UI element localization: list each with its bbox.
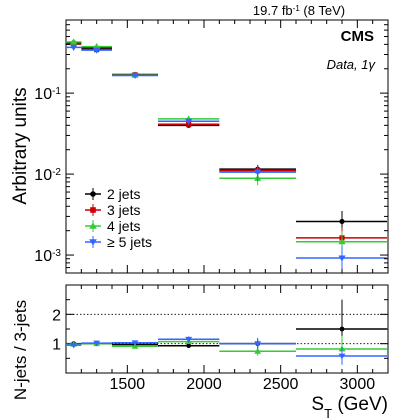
y-tick-base: 10 bbox=[34, 248, 52, 265]
y-tick-label: 10-3 bbox=[34, 248, 61, 266]
y-tick-exp: -2 bbox=[52, 167, 61, 178]
marker-triangle-down bbox=[185, 336, 193, 343]
marker-circle bbox=[186, 343, 192, 349]
marker-triangle-down bbox=[70, 44, 78, 51]
marker-triangle-down bbox=[254, 341, 262, 348]
ratio-y-tick-label: 1 bbox=[52, 337, 61, 354]
marker-triangle-down bbox=[131, 340, 139, 347]
x-tick-label: 2000 bbox=[186, 376, 222, 393]
y-tick-base: 10 bbox=[34, 86, 52, 103]
marker-triangle-down bbox=[93, 47, 101, 54]
x-axis-label-main: S bbox=[311, 394, 324, 415]
marker-triangle-up bbox=[338, 238, 346, 245]
marker-triangle-up bbox=[70, 38, 78, 45]
marker-triangle-down bbox=[185, 118, 193, 125]
legend-label: ≥ 5 jets bbox=[107, 234, 152, 250]
marker-triangle-up bbox=[254, 347, 262, 354]
marker-triangle-down bbox=[338, 353, 346, 360]
marker-triangle-down bbox=[93, 340, 101, 347]
lumi-main: 19.7 fb bbox=[253, 3, 293, 18]
legend-label: 4 jets bbox=[107, 218, 140, 234]
experiment-label: CMS bbox=[341, 28, 374, 45]
x-tick-label: 1500 bbox=[110, 376, 146, 393]
ratio-panel: 1500 2000 2500 3000 1 2 bbox=[52, 284, 389, 393]
luminosity-label: 19.7 fb-1 (8 TeV) bbox=[253, 3, 345, 18]
legend-label: 2 jets bbox=[107, 186, 140, 202]
y-tick-exp: -3 bbox=[52, 248, 61, 259]
ratio-y-axis-label: N-jets / 3-jets bbox=[11, 300, 30, 400]
marker-triangle-down bbox=[338, 255, 346, 262]
marker-triangle-down bbox=[254, 169, 262, 176]
y-tick-base: 10 bbox=[34, 167, 52, 184]
selection-pre: Data, 1 bbox=[327, 57, 369, 72]
x-tick-label: 3000 bbox=[340, 376, 376, 393]
legend-label: 3 jets bbox=[107, 202, 140, 218]
x-axis-label-unit: (GeV) bbox=[332, 394, 388, 415]
top-y-axis-label: Arbitrary units bbox=[10, 87, 31, 204]
marker-triangle-up bbox=[89, 222, 97, 229]
x-tick-label: 2500 bbox=[263, 376, 299, 393]
selection-gamma: γ bbox=[369, 57, 377, 72]
lumi-tail: (8 TeV) bbox=[300, 3, 345, 18]
top-plot-frame bbox=[65, 19, 389, 274]
x-axis-label: ST (GeV) bbox=[311, 394, 388, 419]
marker-triangle-down bbox=[131, 72, 139, 80]
marker-circle bbox=[90, 191, 96, 197]
marker-circle bbox=[339, 326, 345, 332]
y-tick-exp: -1 bbox=[52, 86, 61, 97]
marker-circle bbox=[339, 218, 345, 225]
ratio-y-tick-label: 2 bbox=[52, 307, 61, 324]
top-panel: 10-310-210-1 bbox=[34, 19, 389, 275]
marker-triangle-down bbox=[70, 342, 78, 349]
selection-label: Data, 1γ bbox=[327, 57, 377, 72]
y-tick-label: 10-2 bbox=[34, 167, 61, 185]
x-axis-label-sub: T bbox=[324, 406, 332, 419]
marker-triangle-down bbox=[89, 239, 97, 246]
lumi-exp: -1 bbox=[293, 4, 301, 13]
marker-square bbox=[90, 207, 96, 213]
y-tick-label: 10-1 bbox=[34, 86, 61, 104]
